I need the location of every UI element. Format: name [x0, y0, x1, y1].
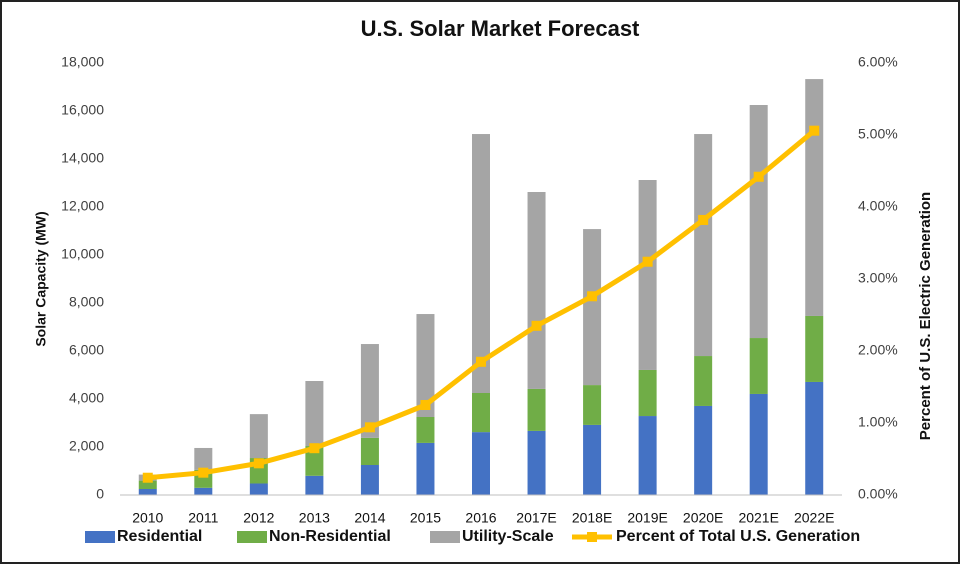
bar [638, 180, 657, 370]
bar [360, 344, 379, 438]
bar [360, 465, 379, 495]
legend-label: Non-Residential [269, 528, 391, 545]
bar [249, 414, 268, 459]
line-marker [476, 356, 486, 367]
bar [416, 417, 435, 443]
bar [138, 480, 157, 489]
y-tick-label: 4,000 [69, 390, 104, 406]
bar [638, 416, 657, 495]
bar [527, 388, 546, 431]
y2-tick-label: 3.00% [858, 270, 898, 286]
bar [805, 79, 824, 316]
bar [749, 393, 768, 495]
y-tick-label: 0 [96, 486, 104, 502]
bar [472, 432, 490, 495]
legend-label: Residential [117, 528, 202, 545]
line-marker [142, 472, 153, 483]
x-tick-label: 2013 [299, 510, 330, 526]
chart-title: U.S. Solar Market Forecast [361, 16, 640, 41]
legend-swatch [85, 531, 115, 543]
y2-tick-label: 5.00% [858, 126, 898, 142]
bar [305, 446, 324, 476]
legend-swatch [237, 531, 267, 543]
bar [805, 381, 824, 495]
x-tick-label: 2018E [572, 510, 612, 526]
line-marker [698, 214, 709, 225]
line-marker [809, 125, 820, 136]
y-tick-label: 6,000 [69, 342, 104, 358]
legend-swatch [430, 531, 460, 543]
y-tick-label: 16,000 [61, 102, 104, 118]
y-tick-label: 2,000 [69, 438, 104, 454]
line-marker [531, 320, 542, 331]
bar [694, 405, 713, 495]
bar [305, 381, 324, 447]
bar [583, 229, 602, 386]
bar [805, 315, 824, 382]
y2-tick-label: 0.00% [858, 486, 898, 502]
bar [638, 369, 657, 417]
line-marker [253, 458, 264, 469]
bar [194, 447, 213, 470]
bar [527, 192, 546, 389]
line-marker [753, 171, 764, 182]
bar [472, 393, 490, 433]
bar [583, 424, 602, 495]
y2-tick-label: 4.00% [858, 198, 898, 214]
y-tick-label: 8,000 [69, 294, 104, 310]
legend-label: Utility-Scale [462, 528, 554, 545]
line-marker [587, 291, 598, 302]
bar [749, 338, 768, 394]
y-axis-label: Solar Capacity (MW) [33, 211, 49, 346]
bar [360, 437, 379, 465]
bar [249, 483, 268, 495]
line-marker [642, 256, 653, 267]
x-tick-label: 2012 [243, 510, 274, 526]
x-tick-label: 2020E [683, 510, 723, 526]
x-tick-label: 2015 [410, 510, 441, 526]
y-tick-label: 14,000 [61, 150, 104, 166]
x-tick-label: 2011 [188, 510, 218, 526]
line-marker [420, 400, 431, 410]
y-tick-label: 18,000 [61, 54, 104, 70]
legend-swatch [587, 532, 597, 542]
x-tick-label: 2021E [738, 510, 778, 526]
y2-tick-label: 1.00% [858, 414, 898, 430]
x-tick-label: 2014 [354, 510, 385, 526]
bar [583, 385, 602, 425]
bar [527, 430, 546, 495]
x-tick-label: 2019E [627, 510, 667, 526]
bar [138, 489, 157, 495]
x-tick-label: 2022E [794, 510, 834, 526]
x-tick-label: 2017E [516, 510, 556, 526]
y-tick-label: 12,000 [61, 198, 104, 214]
bar [472, 134, 490, 394]
bar [749, 105, 768, 339]
line-marker [198, 467, 209, 478]
x-tick-label: 2010 [132, 510, 163, 526]
bar [694, 356, 713, 406]
y2-tick-label: 6.00% [858, 54, 898, 70]
bar [194, 487, 213, 495]
legend-label: Percent of Total U.S. Generation [616, 528, 860, 545]
y-tick-label: 10,000 [61, 246, 104, 262]
x-tick-label: 2016 [465, 510, 496, 526]
line-marker [364, 422, 375, 433]
bar [694, 134, 713, 357]
y2-tick-label: 2.00% [858, 342, 898, 358]
bar [305, 475, 324, 495]
line-marker [309, 443, 320, 454]
bar [416, 314, 435, 417]
y2-axis-label: Percent of U.S. Electric Generation [917, 192, 934, 440]
bar [416, 442, 435, 495]
